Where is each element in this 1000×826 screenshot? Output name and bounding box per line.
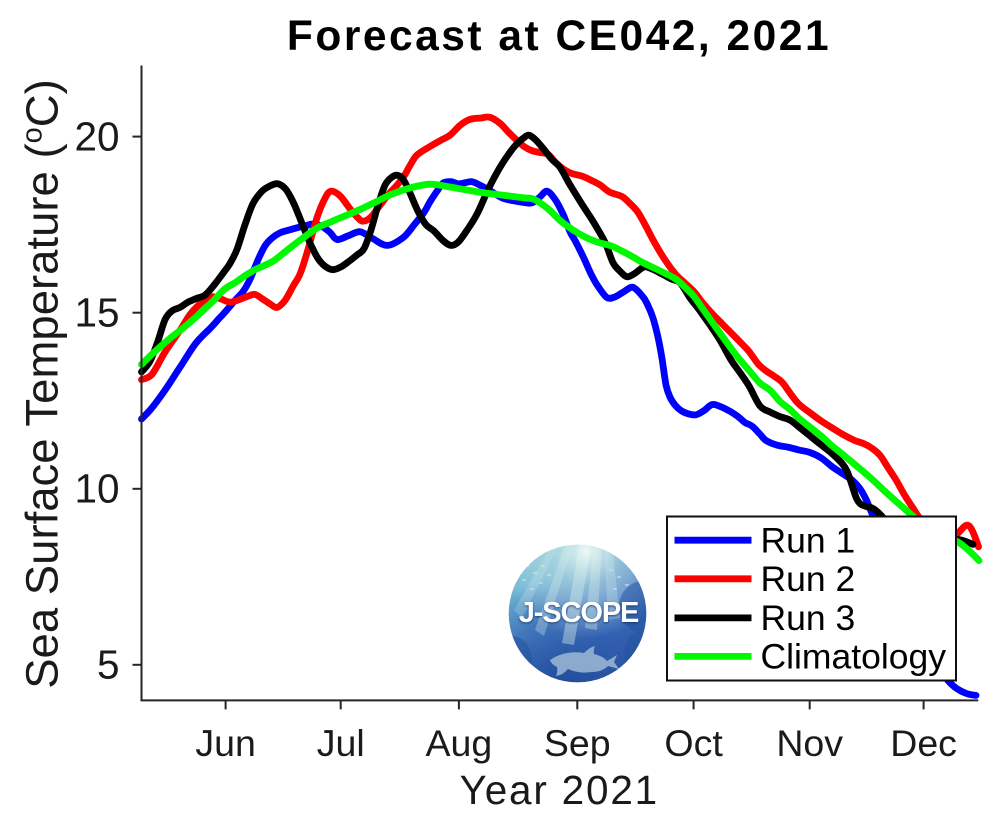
svg-text:15: 15 [74, 289, 119, 335]
svg-text:Oct: Oct [664, 722, 723, 764]
svg-text:J-SCOPE: J-SCOPE [519, 597, 639, 629]
svg-text:Sea Surface Temperature (oC): Sea Surface Temperature (oC) [17, 79, 68, 689]
svg-text:20: 20 [74, 113, 119, 159]
svg-text:Sep: Sep [544, 722, 611, 764]
svg-text:Nov: Nov [776, 722, 843, 764]
svg-text:Run 3: Run 3 [761, 598, 856, 638]
svg-text:10: 10 [74, 466, 119, 512]
svg-text:Forecast at CE042, 2021: Forecast at CE042, 2021 [287, 13, 831, 60]
svg-text:Run 2: Run 2 [761, 559, 856, 599]
svg-text:Year 2021: Year 2021 [460, 767, 659, 813]
svg-text:Aug: Aug [426, 722, 493, 764]
svg-text:Jul: Jul [317, 722, 365, 764]
svg-text:Dec: Dec [890, 722, 957, 764]
svg-text:Climatology: Climatology [761, 637, 947, 677]
svg-text:Run 1: Run 1 [761, 521, 856, 561]
svg-text:5: 5 [97, 642, 120, 688]
svg-text:Jun: Jun [195, 722, 255, 764]
